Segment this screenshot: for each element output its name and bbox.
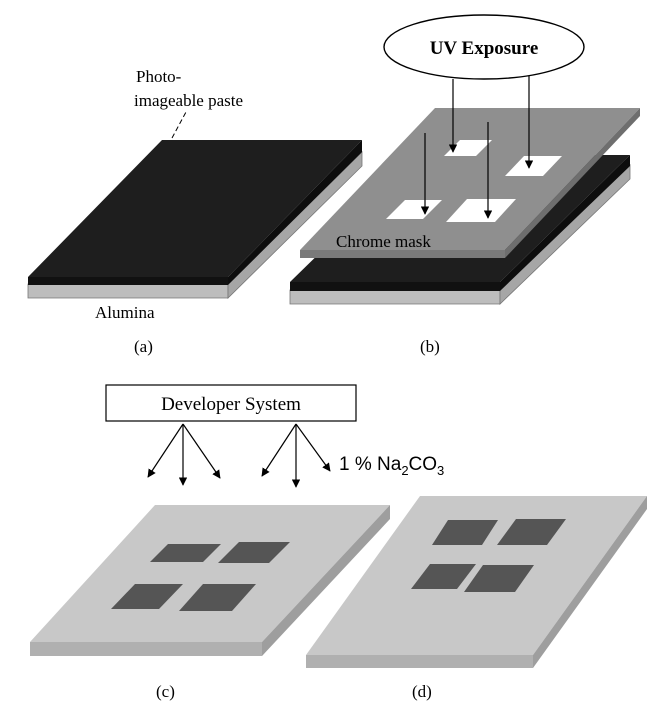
panel-d: (d) bbox=[306, 496, 647, 701]
panel-c: (c) bbox=[30, 505, 390, 701]
mask-opening-3 bbox=[386, 200, 442, 219]
developed-pattern-c4 bbox=[179, 584, 256, 611]
spray-arrow-r3 bbox=[295, 423, 331, 472]
uv-exposure-ellipse bbox=[383, 14, 585, 80]
alumina-substrate-a bbox=[27, 151, 363, 299]
developer-system-box bbox=[105, 384, 357, 422]
developed-pattern-c2 bbox=[218, 542, 290, 563]
developer-system-label: Developer System bbox=[161, 394, 301, 415]
panel-b-label: (b) bbox=[420, 337, 440, 356]
panel-a-label: (a) bbox=[134, 337, 153, 356]
paste-label-line2: imageable paste bbox=[134, 91, 243, 110]
panel-c-label: (c) bbox=[156, 682, 175, 701]
mask-opening-2 bbox=[505, 156, 562, 176]
panel-d-label: (d) bbox=[412, 682, 432, 701]
spray-arrow-l1 bbox=[147, 423, 184, 478]
developed-pattern-c1 bbox=[150, 544, 221, 562]
chrome-mask-label: Chrome mask bbox=[336, 232, 431, 251]
alumina-label: Alumina bbox=[95, 303, 155, 322]
paste-label-line1: Photo- bbox=[136, 67, 182, 86]
chrome-mask bbox=[300, 108, 640, 258]
mask-opening-4 bbox=[446, 199, 516, 222]
spray-arrow-r1 bbox=[261, 423, 297, 477]
spray-arrow-l3 bbox=[182, 423, 221, 479]
developed-pattern-d3 bbox=[411, 564, 476, 589]
developer-system: Developer System 1 % Na2CO3 bbox=[105, 384, 444, 488]
uv-exposure-label: UV Exposure bbox=[430, 38, 539, 59]
photoimageable-paste-layer bbox=[28, 140, 362, 285]
panel-a: Photo- imageable paste Alumina (a) bbox=[27, 67, 363, 356]
paste-leader-line bbox=[171, 111, 187, 139]
developed-pattern-c3 bbox=[111, 584, 183, 609]
developed-pattern-d4 bbox=[464, 565, 534, 592]
developed-pattern-d1 bbox=[432, 520, 498, 545]
concentration-label: 1 % Na2CO3 bbox=[339, 454, 444, 478]
developed-pattern-d2 bbox=[497, 519, 566, 545]
panel-b: Chrome mask UV Exposure (b) bbox=[289, 14, 640, 356]
